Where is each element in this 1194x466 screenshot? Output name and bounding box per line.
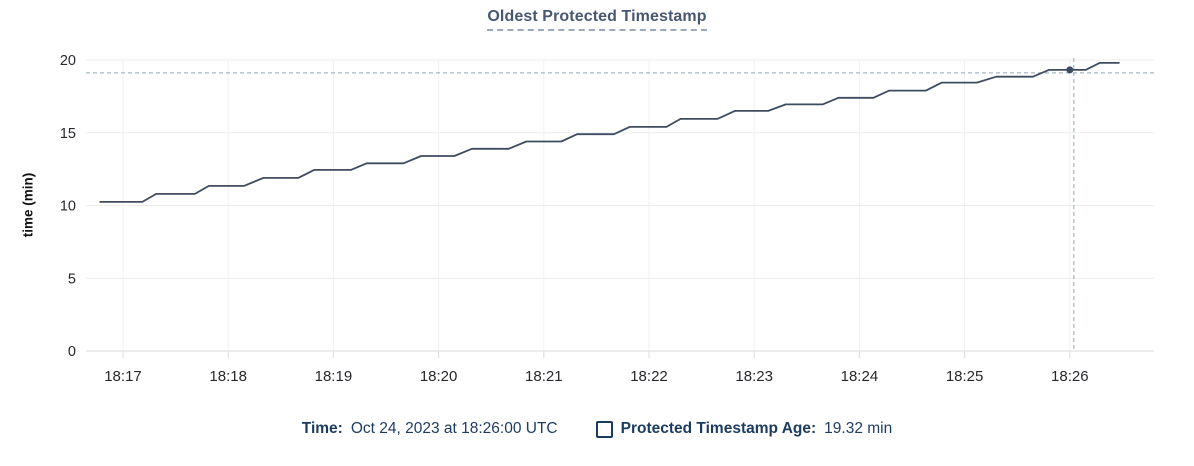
x-tick-label: 18:20 [420, 368, 458, 385]
y-tick-label: 15 [60, 126, 76, 142]
timeseries-chart[interactable]: 0 5 10 15 20 18:17 18:18 18:19 18:20 18:21 18:22 18… [0, 0, 1194, 410]
series-checkbox[interactable] [595, 420, 613, 438]
x-tick-label: 18:22 [630, 368, 668, 385]
x-tick-label: 18:18 [209, 368, 247, 385]
y-tick-label: 0 [68, 344, 76, 360]
legend-series-label: Protected Timestamp Age: [620, 420, 817, 437]
legend-time-value: Oct 24, 2023 at 18:26:00 UTC [350, 420, 558, 437]
chart-title[interactable]: Oldest Protected Timestamp [487, 8, 707, 31]
x-tick-label: 18:17 [104, 368, 142, 385]
chart-legend: Time: Oct 24, 2023 at 18:26:00 UTC Prote… [0, 420, 1194, 438]
legend-time-label: Time: [301, 420, 343, 437]
y-axis-title: time (min) [20, 172, 36, 238]
x-tick-label: 18:21 [525, 368, 563, 385]
crosshair-point [1066, 66, 1074, 74]
legend-series-value: 19.32 min [824, 420, 893, 437]
x-tick-label: 18:24 [841, 368, 879, 385]
series-line [99, 62, 1120, 203]
chart-title-row: Oldest Protected Timestamp [0, 8, 1194, 31]
x-tick-label: 18:26 [1051, 368, 1089, 385]
x-tick-label: 18:23 [735, 368, 773, 385]
y-tick-label: 20 [60, 53, 76, 69]
y-tick-label: 10 [60, 199, 76, 215]
y-tick-label: 5 [68, 271, 76, 287]
x-tick-label: 18:19 [315, 368, 353, 385]
x-tick-label: 18:25 [946, 368, 984, 385]
legend-series-group: Protected Timestamp Age: 19.32 min [595, 420, 893, 438]
legend-time-group: Time: Oct 24, 2023 at 18:26:00 UTC [302, 420, 558, 438]
